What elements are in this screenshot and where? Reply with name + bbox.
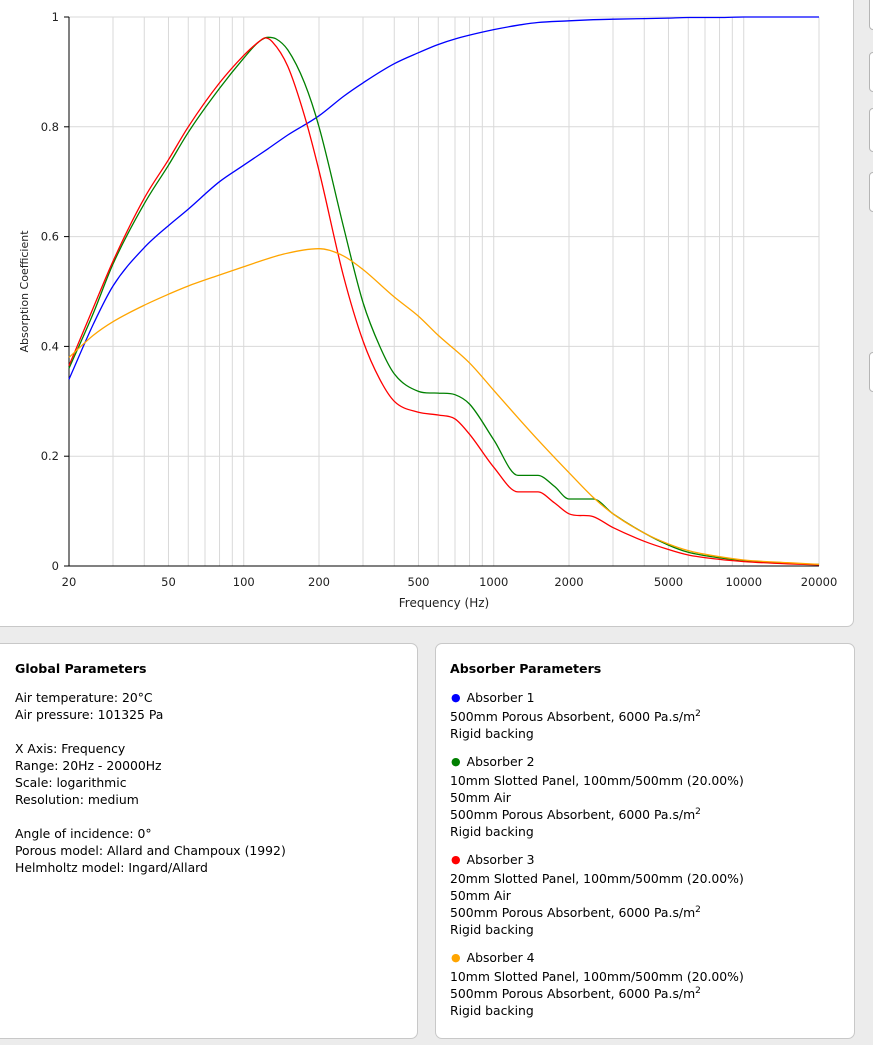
absorber-layer: Rigid backing xyxy=(450,823,840,840)
absorber-layer: Rigid backing xyxy=(450,1002,840,1019)
air-pressure: Air pressure: 101325 Pa xyxy=(15,707,164,722)
absorber-layer: 500mm Porous Absorbent, 6000 Pa.s/m2 xyxy=(450,985,840,1002)
range-setting: Range: 20Hz - 20000Hz xyxy=(15,758,162,773)
series-line-4 xyxy=(68,248,820,566)
x-tick-label: 20000 xyxy=(801,575,838,589)
absorber-layer-text: Rigid backing xyxy=(450,726,534,741)
absorber-header: ● Absorber 3 xyxy=(450,851,840,868)
absorber-layer-text: 50mm Air xyxy=(450,888,511,903)
absorber-layer-text: 10mm Slotted Panel, 100mm/500mm (20.00%) xyxy=(450,969,744,984)
y-tick-label: 0.8 xyxy=(41,120,59,134)
absorber-layer-text: 20mm Slotted Panel, 100mm/500mm (20.00%) xyxy=(450,871,744,886)
absorber-layer: 50mm Air xyxy=(450,789,840,806)
absorber-layer: 50mm Air xyxy=(450,887,840,904)
absorber-header: ● Absorber 4 xyxy=(450,949,840,966)
legend-dot-icon: ● xyxy=(451,755,461,768)
absorber-layer-text: Rigid backing xyxy=(450,922,534,937)
x-tick-label: 500 xyxy=(408,575,430,589)
y-tick-label: 1 xyxy=(52,10,59,24)
y-tick-label: 0.2 xyxy=(41,449,59,463)
absorber-layer-text: 500mm Porous Absorbent, 6000 Pa.s/m xyxy=(450,905,696,920)
y-tick-label: 0 xyxy=(52,559,59,573)
absorber-layer-text: 50mm Air xyxy=(450,790,511,805)
absorber-layer: 500mm Porous Absorbent, 6000 Pa.s/m2 xyxy=(450,708,840,725)
x-tick-label: 50 xyxy=(161,575,176,589)
absorber-name: Absorber 1 xyxy=(466,690,535,705)
absorber-block: ● Absorber 1 500mm Porous Absorbent, 6000 … xyxy=(450,689,840,742)
y-axis-label: Absorption Coefficient xyxy=(18,230,31,353)
absorber-name: Absorber 2 xyxy=(466,754,535,769)
side-tab-1[interactable] xyxy=(869,0,873,30)
absorber-layer: 10mm Slotted Panel, 100mm/500mm (20.00%) xyxy=(450,772,840,789)
absorber-list: ● Absorber 1 500mm Porous Absorbent, 6000 … xyxy=(450,689,840,1019)
absorber-layer-text: Rigid backing xyxy=(450,1003,534,1018)
series-line-1 xyxy=(68,16,819,380)
absorber-block: ● Absorber 2 10mm Slotted Panel, 100mm/500… xyxy=(450,753,840,840)
absorber-header: ● Absorber 1 xyxy=(450,689,840,706)
global-parameters-title: Global Parameters xyxy=(15,661,147,676)
y-tick-label: 0.4 xyxy=(41,339,59,353)
absorber-block: ● Absorber 4 10mm Slotted Panel, 100mm/500… xyxy=(450,949,840,1019)
angle-setting: Angle of incidence: 0° xyxy=(15,826,152,841)
x-tick-label: 1000 xyxy=(479,575,508,589)
chart-panel xyxy=(0,0,854,627)
legend-dot-icon: ● xyxy=(451,853,461,866)
y-tick-label: 0.6 xyxy=(41,230,59,244)
x-axis-label: Frequency (Hz) xyxy=(399,596,490,610)
side-tab-5[interactable] xyxy=(869,352,873,392)
absorber-layer-text: Rigid backing xyxy=(450,824,534,839)
legend-dot-icon: ● xyxy=(451,691,461,704)
air-temperature: Air temperature: 20°C xyxy=(15,690,153,705)
porous-model-setting: Porous model: Allard and Champoux (1992) xyxy=(15,843,286,858)
absorber-layer: 10mm Slotted Panel, 100mm/500mm (20.00%) xyxy=(450,968,840,985)
absorber-parameters-panel: Absorber Parameters ● Absorber 1 500mm Por… xyxy=(435,643,855,1039)
x-tick-label: 100 xyxy=(233,575,255,589)
absorption-chart: 0 0.2 0.4 0.6 0.8 1 20 50 100 200 500 1000 2000 5000 1… xyxy=(18,10,838,610)
side-tab-3[interactable] xyxy=(869,108,873,152)
x-tick-label: 20 xyxy=(62,575,77,589)
unit-superscript: 2 xyxy=(695,708,701,719)
unit-superscript: 2 xyxy=(695,985,701,996)
legend-dot-icon: ● xyxy=(451,951,461,964)
absorber-layer-text: 500mm Porous Absorbent, 6000 Pa.s/m xyxy=(450,709,696,724)
absorber-header: ● Absorber 2 xyxy=(450,753,840,770)
absorber-layer: 20mm Slotted Panel, 100mm/500mm (20.00%) xyxy=(450,870,840,887)
absorber-layer-text: 10mm Slotted Panel, 100mm/500mm (20.00%) xyxy=(450,773,744,788)
absorber-name: Absorber 3 xyxy=(466,852,535,867)
unit-superscript: 2 xyxy=(695,806,701,817)
absorber-layer: Rigid backing xyxy=(450,921,840,938)
side-tab-4[interactable] xyxy=(869,172,873,212)
x-tick-label: 5000 xyxy=(654,575,683,589)
absorber-name: Absorber 4 xyxy=(466,950,535,965)
global-parameters-panel: Global Parameters Air temperature: 20°C … xyxy=(0,643,418,1039)
resolution-setting: Resolution: medium xyxy=(15,792,139,807)
unit-superscript: 2 xyxy=(695,904,701,915)
scale-setting: Scale: logarithmic xyxy=(15,775,127,790)
absorber-layer-text: 500mm Porous Absorbent, 6000 Pa.s/m xyxy=(450,807,696,822)
side-tab-2[interactable] xyxy=(869,52,873,92)
helmholtz-model-setting: Helmholtz model: Ingard/Allard xyxy=(15,860,208,875)
x-axis-setting: X Axis: Frequency xyxy=(15,741,126,756)
absorber-layer-text: 500mm Porous Absorbent, 6000 Pa.s/m xyxy=(450,986,696,1001)
absorber-layer: 500mm Porous Absorbent, 6000 Pa.s/m2 xyxy=(450,806,840,823)
x-tick-label: 2000 xyxy=(554,575,583,589)
x-tick-label: 200 xyxy=(308,575,330,589)
series-line-3 xyxy=(68,37,820,566)
absorber-parameters-title: Absorber Parameters xyxy=(450,661,602,676)
series-line-2 xyxy=(68,36,820,566)
absorber-block: ● Absorber 3 20mm Slotted Panel, 100mm/500… xyxy=(450,851,840,938)
x-tick-label: 10000 xyxy=(725,575,762,589)
absorber-layer: 500mm Porous Absorbent, 6000 Pa.s/m2 xyxy=(450,904,840,921)
absorber-layer: Rigid backing xyxy=(450,725,840,742)
